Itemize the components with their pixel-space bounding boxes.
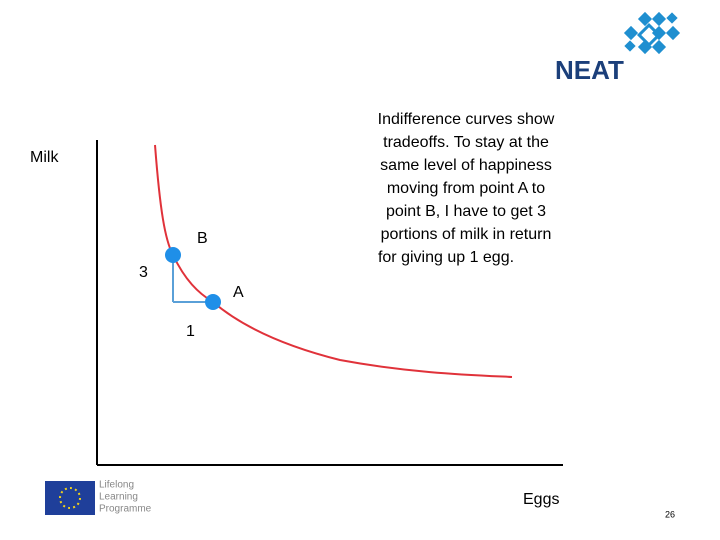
point-label: B bbox=[197, 230, 208, 247]
programme-name: Lifelong Learning Programme bbox=[99, 480, 152, 515]
explanation-line: portions of milk in return bbox=[381, 226, 552, 243]
explanation: Indifference curves show tradeoffs. To s… bbox=[378, 111, 555, 266]
programme-line: Programme bbox=[99, 504, 152, 515]
eu-stars bbox=[59, 487, 81, 509]
logo-center bbox=[636, 22, 662, 48]
logo-diamond bbox=[624, 40, 636, 52]
indifference-curve bbox=[154, 144, 513, 378]
egg-change: 1 bbox=[186, 323, 195, 340]
logo-diamond bbox=[651, 39, 667, 55]
explanation-line: same level of happiness bbox=[380, 157, 552, 174]
logo-text: NEAT bbox=[555, 55, 624, 85]
logo-diamond bbox=[623, 25, 639, 41]
y-axis-label: Milk bbox=[30, 149, 59, 166]
logo-diamond bbox=[651, 11, 667, 27]
x-axis-label: Eggs bbox=[523, 491, 559, 508]
page-number: 26 bbox=[665, 509, 675, 519]
explanation-line: tradeoffs. To stay at the bbox=[383, 134, 549, 151]
programme-line: Learning bbox=[99, 492, 138, 503]
milk-change: 3 bbox=[139, 264, 148, 281]
point-a bbox=[205, 294, 221, 310]
explanation-line: for giving up 1 egg. bbox=[378, 249, 514, 266]
explanation-line: Indifference curves show bbox=[378, 111, 555, 128]
explanation-line: point B, I have to get 3 bbox=[386, 203, 546, 220]
point-label: A bbox=[233, 284, 244, 301]
logo-diamond bbox=[637, 11, 653, 27]
programme-line: Lifelong bbox=[99, 480, 134, 491]
eu-flag bbox=[45, 481, 95, 515]
point-b bbox=[165, 247, 181, 263]
explanation-line: moving from point A to bbox=[387, 180, 545, 197]
logo-diamond bbox=[665, 25, 681, 41]
